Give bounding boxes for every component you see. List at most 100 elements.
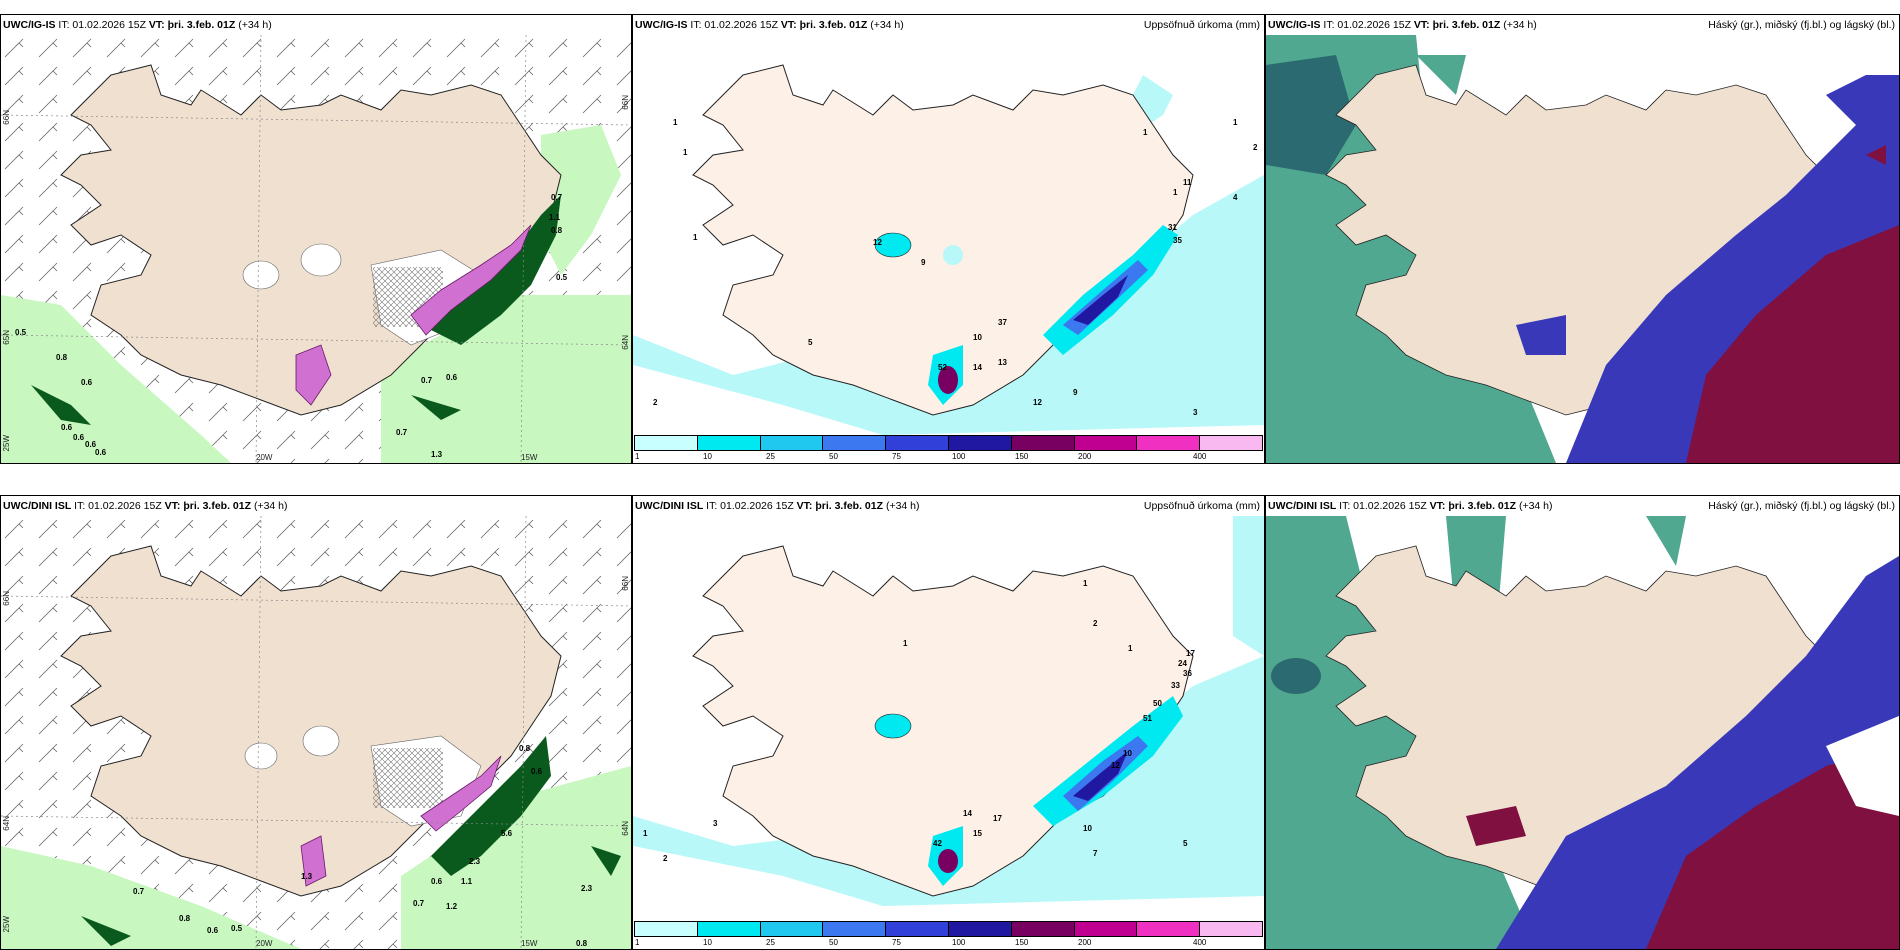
colorbar-swatch xyxy=(948,922,1012,936)
lat-label: 65N xyxy=(2,330,11,345)
lat-label: 66N xyxy=(621,576,630,591)
precip-map: 1 1 1 1 1 1 2 11 4 31 35 12 9 37 52 14 1… xyxy=(633,64,1264,435)
colorbar-swatch xyxy=(635,436,698,450)
value-label: 0.6 xyxy=(531,767,543,776)
value-label: 2 xyxy=(653,398,658,407)
value-label: 11 xyxy=(1183,178,1192,187)
lon-label: 20W xyxy=(256,939,273,948)
value-label: 42 xyxy=(933,839,942,848)
value-label: 1.3 xyxy=(301,872,313,881)
value-label: 15 xyxy=(973,829,982,838)
wind-precip-map: 0.5 0.8 0.6 0.6 0.6 0.6 0.6 0.7 0.7 0.6 … xyxy=(1,35,631,463)
value-label: 2 xyxy=(1093,619,1098,628)
value-label: 0.7 xyxy=(133,887,145,896)
value-label: 5 xyxy=(1183,839,1188,848)
valid-time: VT: þri. 3.feb. 01Z xyxy=(148,19,236,31)
value-label: 0.5 xyxy=(231,924,243,933)
value-label: 36 xyxy=(1183,669,1192,678)
value-label: 50 xyxy=(1153,699,1162,708)
colorbar-tick: 50 xyxy=(829,452,838,461)
colorbar-swatch xyxy=(1074,436,1138,450)
panel-header: UWC/DINI ISL IT: 01.02.2026 15Z VT: þri.… xyxy=(1266,496,1899,516)
value-label: 5.6 xyxy=(501,829,513,838)
value-label: 1 xyxy=(1233,118,1238,127)
value-label: 35 xyxy=(1173,236,1182,245)
model-name: UWC/DINI ISL xyxy=(1268,500,1337,512)
value-label: 0.8 xyxy=(56,353,68,362)
value-label: 12 xyxy=(1033,398,1042,407)
value-label: 9 xyxy=(1073,388,1078,397)
init-time: IT: 01.02.2026 15Z xyxy=(74,500,162,512)
value-label: 0.5 xyxy=(556,273,568,282)
value-label: 10 xyxy=(1123,749,1132,758)
value-label: 3 xyxy=(713,819,718,828)
colorbar-tick: 1 xyxy=(635,452,640,461)
lon-label: 20W xyxy=(256,453,273,462)
value-label: 7 xyxy=(1093,849,1098,858)
valid-time: VT: þri. 3.feb. 01Z xyxy=(796,500,884,512)
colorbar-tick: 25 xyxy=(766,938,775,947)
value-label: 0.6 xyxy=(61,423,73,432)
colorbar-swatch xyxy=(760,436,824,450)
lat-label: 66N xyxy=(2,110,11,125)
value-label: 2.3 xyxy=(469,857,481,866)
value-label: 0.7 xyxy=(551,193,563,202)
map-panel-bottom-left: UWC/DINI ISL IT: 01.02.2026 15Z VT: þri.… xyxy=(0,495,632,950)
lead-time: (+34 h) xyxy=(885,500,920,512)
init-time: IT: 01.02.2026 15Z xyxy=(58,19,146,31)
colorbar-tick: 150 xyxy=(1015,452,1029,461)
value-label: 17 xyxy=(993,814,1002,823)
model-name: UWC/IG-IS xyxy=(1268,19,1321,31)
panel-header: UWC/DINI ISL IT: 01.02.2026 15Z VT: þri.… xyxy=(1,496,631,516)
colorbar-swatch xyxy=(697,436,761,450)
lat-label: 66N xyxy=(621,95,630,110)
colorbar-swatch xyxy=(1200,922,1262,936)
colorbar-tick: 400 xyxy=(1193,452,1207,461)
colorbar-tick: 10 xyxy=(703,452,712,461)
panel-header: UWC/IG-IS IT: 01.02.2026 15Z VT: þri. 3.… xyxy=(1,15,631,35)
value-label: 0.8 xyxy=(179,914,191,923)
colorbar-tick: 200 xyxy=(1078,938,1092,947)
model-name: UWC/IG-IS xyxy=(3,19,56,31)
colorbar-tick: 25 xyxy=(766,452,775,461)
valid-time: VT: þri. 3.feb. 01Z xyxy=(780,19,868,31)
colorbar-swatch xyxy=(1011,436,1075,450)
value-label: 3 xyxy=(1193,408,1198,417)
value-label: 0.6 xyxy=(446,373,458,382)
colorbar-swatch xyxy=(760,922,824,936)
precip-colorbar: 1 10 25 50 75 100 150 200 400 xyxy=(633,921,1264,949)
value-label: 14 xyxy=(963,809,972,818)
colorbar-tick: 10 xyxy=(703,938,712,947)
colorbar-tick: 400 xyxy=(1193,938,1207,947)
lat-label: 66N xyxy=(2,591,11,606)
lead-time: (+34 h) xyxy=(253,500,288,512)
colorbar-tick: 100 xyxy=(952,938,966,947)
value-label: 17 xyxy=(1186,649,1195,658)
lon-label: 15W xyxy=(521,453,538,462)
value-label: 12 xyxy=(873,238,882,247)
colorbar-swatch xyxy=(1074,922,1138,936)
colorbar-swatch xyxy=(1011,922,1075,936)
colorbar-swatch xyxy=(823,922,887,936)
value-label: 1 xyxy=(1173,188,1178,197)
colorbar-swatch xyxy=(948,436,1012,450)
value-label: 0.8 xyxy=(519,744,531,753)
value-label: 0.5 xyxy=(15,328,27,337)
value-label: 0.7 xyxy=(396,428,408,437)
panel-header: UWC/DINI ISL IT: 01.02.2026 15Z VT: þri.… xyxy=(633,496,1264,516)
value-label: 14 xyxy=(973,363,982,372)
colorbar-swatch xyxy=(697,922,761,936)
colorbar-tick: 100 xyxy=(952,452,966,461)
field-title: Háský (gr.), miðský (fj.bl.) og lágský (… xyxy=(1708,500,1895,512)
precip-colorbar: 1 10 25 50 75 100 150 200 400 xyxy=(633,435,1264,463)
value-label: 1.2 xyxy=(446,902,458,911)
value-label: 0.7 xyxy=(421,376,433,385)
cloud-map xyxy=(1266,516,1899,949)
lat-label: 64N xyxy=(2,816,11,831)
valid-time: VT: þri. 3.feb. 01Z xyxy=(1429,500,1517,512)
value-label: 33 xyxy=(1171,681,1180,690)
value-label: 1 xyxy=(1128,644,1133,653)
valid-time: VT: þri. 3.feb. 01Z xyxy=(1413,19,1501,31)
init-time: IT: 01.02.2026 15Z xyxy=(706,500,794,512)
value-label: 5 xyxy=(808,338,813,347)
